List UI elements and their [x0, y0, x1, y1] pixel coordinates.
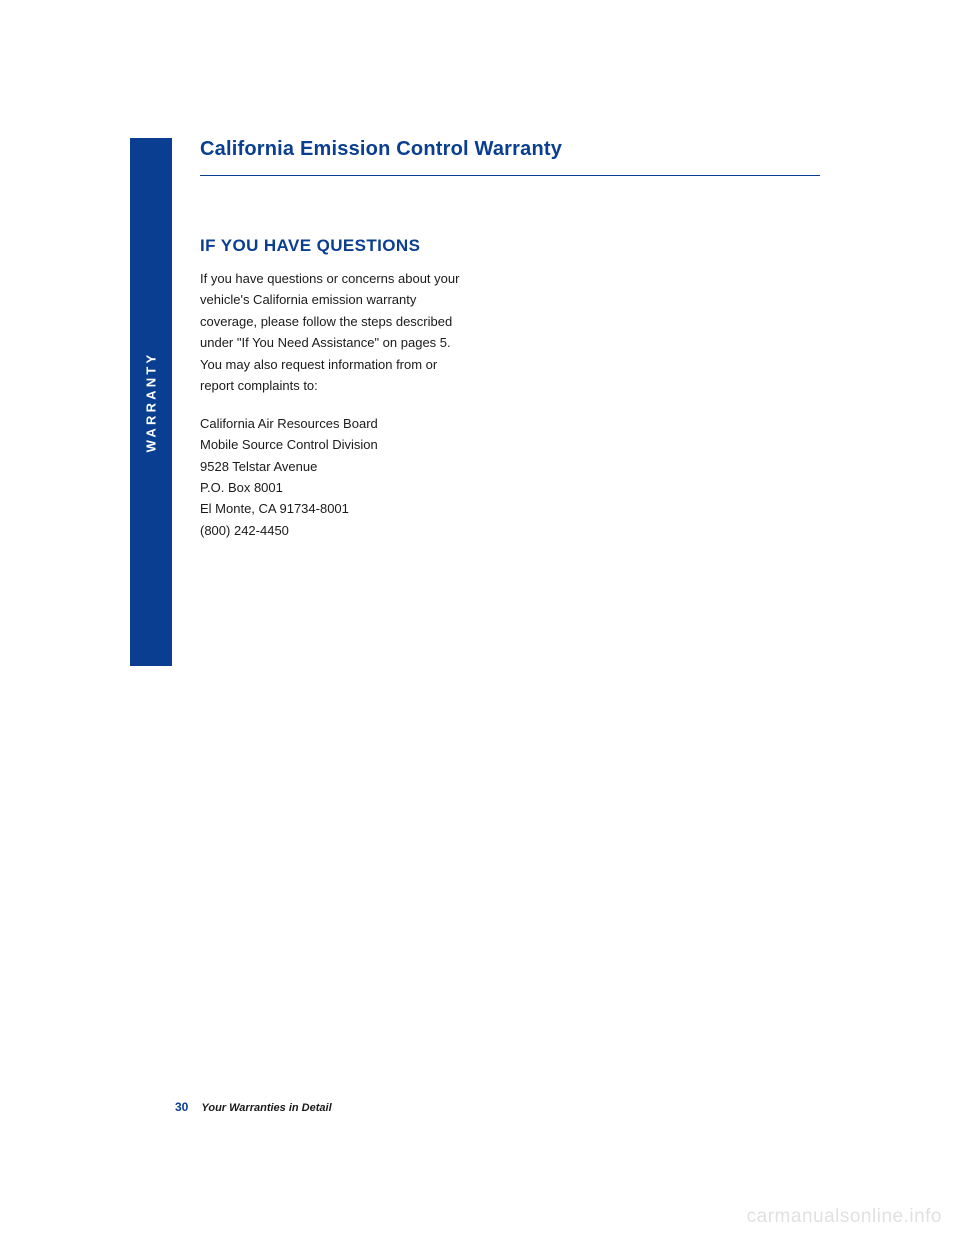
- page: WARRANTY California Emission Control War…: [0, 0, 960, 1242]
- address-line-5: El Monte, CA 91734-8001: [200, 498, 820, 519]
- section-body: If you have questions or concerns about …: [200, 268, 460, 397]
- address-line-3: 9528 Telstar Avenue: [200, 456, 820, 477]
- section-heading: IF YOU HAVE QUESTIONS: [200, 236, 820, 256]
- page-title: California Emission Control Warranty: [200, 138, 820, 161]
- content-area: California Emission Control Warranty IF …: [200, 138, 820, 541]
- watermark: carmanualsonline.info: [747, 1206, 942, 1228]
- page-footer: 30 Your Warranties in Detail: [175, 1100, 332, 1114]
- address-line-1: California Air Resources Board: [200, 413, 820, 434]
- side-tab: WARRANTY: [130, 138, 172, 666]
- address-block: California Air Resources Board Mobile So…: [200, 413, 820, 542]
- address-line-6: (800) 242-4450: [200, 520, 820, 541]
- page-number: 30: [175, 1100, 188, 1114]
- address-line-2: Mobile Source Control Division: [200, 434, 820, 455]
- address-line-4: P.O. Box 8001: [200, 477, 820, 498]
- footer-title: Your Warranties in Detail: [201, 1102, 331, 1114]
- side-tab-label: WARRANTY: [144, 352, 159, 453]
- title-rule: [200, 175, 820, 176]
